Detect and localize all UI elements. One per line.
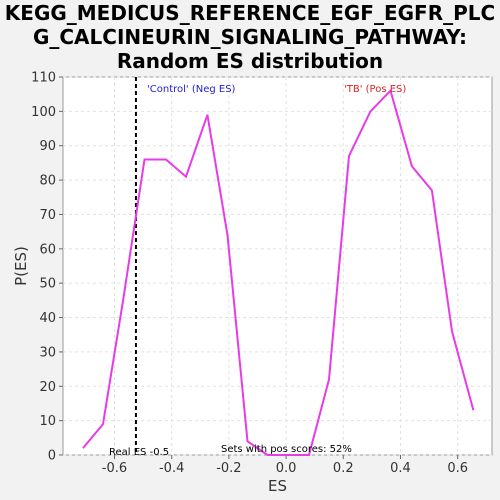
chart-title-line-3: Random ES distribution	[116, 49, 384, 73]
neg-es-label: 'Control' (Neg ES)	[147, 84, 236, 95]
plot-area	[62, 76, 493, 456]
series-line	[82, 88, 475, 456]
y-tick-label: 70	[39, 208, 56, 223]
x-tick-label: 0.6	[447, 461, 468, 476]
y-tick-label: 50	[39, 277, 56, 292]
pos-scores-label: Sets with pos scores: 52%	[221, 444, 352, 455]
x-tick-label: 0.0	[276, 461, 297, 476]
grid-lines	[63, 76, 492, 456]
y-tick-label: 100	[31, 105, 56, 120]
real-es-label: Real ES -0.5	[109, 447, 169, 458]
y-tick-label: 90	[39, 139, 56, 154]
x-tick-label: -0.6	[102, 461, 127, 476]
y-tick-label: 60	[39, 242, 56, 257]
pos-es-label: 'TB' (Pos ES)	[344, 84, 406, 95]
x-axis-label: ES	[268, 477, 287, 495]
y-tick-label: 20	[39, 380, 56, 395]
chart-title-line-2: G_CALCINEURIN_SIGNALING_PATHWAY:	[32, 25, 468, 49]
y-tick-label: 10	[39, 414, 56, 429]
y-tick-label: 30	[39, 345, 56, 360]
x-tick-label: 0.2	[333, 461, 354, 476]
x-tick-label: -0.2	[216, 461, 241, 476]
y-tick-label: 110	[31, 71, 56, 86]
axis-ticks: 0 10 20 30 40 50 60 70 80 90 100 110 -0.6 -0.4 -0.2 0.0…	[31, 71, 468, 477]
y-tick-label: 80	[39, 174, 56, 189]
x-tick-label: -0.4	[159, 461, 184, 476]
y-tick-label: 0	[48, 449, 56, 464]
y-axis-label: P(ES)	[12, 246, 30, 286]
x-tick-label: 0.4	[390, 461, 411, 476]
y-tick-label: 40	[39, 311, 56, 326]
chart-title-line-1: KEGG_MEDICUS_REFERENCE_EGF_EGFR_PLC	[4, 1, 496, 25]
